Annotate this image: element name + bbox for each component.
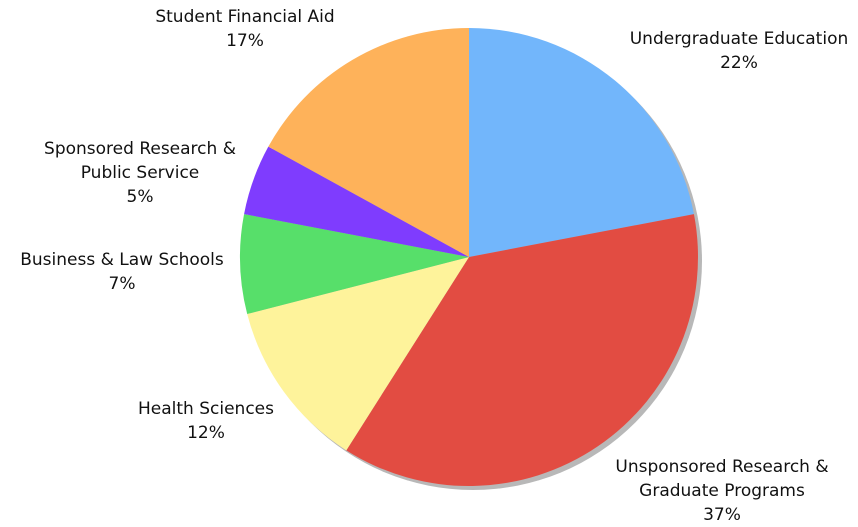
- slice-label-text: Sponsored Research &: [44, 139, 236, 159]
- pie-slice-undergraduate-education: [469, 28, 694, 257]
- pie-slice-unsponsored-research-and-graduate-programs: [346, 214, 698, 486]
- pie-slice-health-sciences: [247, 257, 469, 451]
- slice-percent-label: 17%: [226, 31, 264, 51]
- slice-label-text: Health Sciences: [138, 399, 274, 419]
- slice-label-text: Public Service: [80, 163, 200, 183]
- slice-percent-label: 12%: [187, 423, 225, 443]
- slice-label-text: Unsponsored Research &: [615, 457, 829, 477]
- pie-slice-sponsored-research-and-public-service: [244, 146, 469, 257]
- slice-label-text: Business & Law Schools: [20, 250, 224, 270]
- slice-percent-label: 22%: [720, 53, 758, 73]
- slice-percent-label: 37%: [703, 505, 741, 525]
- slice-label-text: Graduate Programs: [639, 481, 805, 501]
- slice-label-business-and-law-schools: Business & Law Schools 7%: [20, 248, 224, 296]
- slice-label-unsponsored-research-and-graduate-programs: Unsponsored Research & Graduate Programs 3…: [615, 455, 828, 527]
- slice-percent-label: 7%: [108, 274, 136, 294]
- pie-slice-business-and-law-schools: [240, 214, 469, 314]
- slice-label-sponsored-research-and-public-service: Sponsored Research & Public Service 5%: [44, 137, 236, 209]
- pie-slice-student-financial-aid: [268, 28, 469, 257]
- slice-label-health-sciences: Health Sciences 12%: [138, 397, 274, 445]
- slice-label-student-financial-aid: Student Financial Aid 17%: [155, 5, 334, 53]
- slice-label-undergraduate-education: Undergraduate Education 22%: [630, 27, 849, 75]
- slice-label-text: Student Financial Aid: [155, 7, 335, 27]
- slice-percent-label: 5%: [126, 187, 154, 207]
- slice-label-text: Undergraduate Education: [629, 29, 849, 49]
